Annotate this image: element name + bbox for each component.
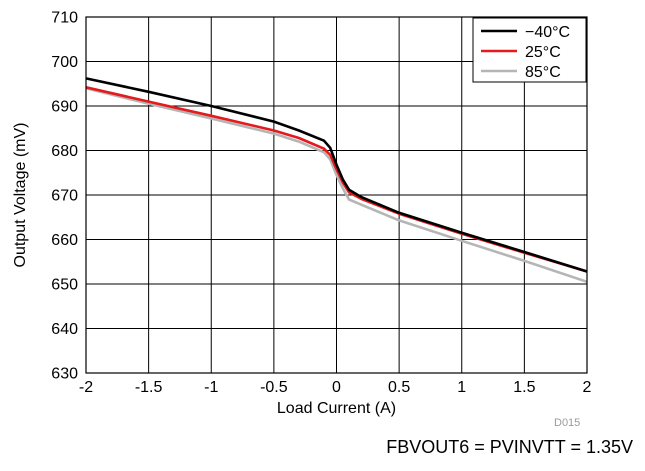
y-tick-label: 660 bbox=[51, 232, 78, 249]
legend-label: 25°C bbox=[525, 44, 561, 61]
legend-label: −40°C bbox=[525, 24, 570, 41]
x-tick-label: -2 bbox=[79, 379, 93, 396]
y-tick-label: 640 bbox=[51, 321, 78, 338]
x-axis-label: Load Current (A) bbox=[277, 400, 396, 417]
x-tick-label: 1 bbox=[457, 379, 466, 396]
plot-frame bbox=[85, 16, 588, 374]
x-tick-label: 0 bbox=[332, 379, 341, 396]
x-tick-labels: -2 -1.5 -1 -0.5 0 0.5 1 1.5 2 bbox=[79, 379, 592, 396]
x-tick-label: -0.5 bbox=[260, 379, 288, 396]
x-tick-label: 0.5 bbox=[388, 379, 410, 396]
y-tick-label: 680 bbox=[51, 143, 78, 160]
y-tick-label: 650 bbox=[51, 277, 78, 294]
series-line bbox=[85, 77, 588, 273]
y-tick-label: 700 bbox=[51, 54, 78, 71]
legend: −40°C 25°C 85°C bbox=[472, 17, 587, 83]
chart-caption: FBVOUT6 = PVINVTT = 1.35V bbox=[386, 437, 633, 457]
series-lines bbox=[85, 77, 588, 284]
y-tick-label: 710 bbox=[51, 10, 78, 27]
figure-id: D015 bbox=[554, 417, 581, 429]
y-tick-label: 670 bbox=[51, 188, 78, 205]
x-tick-label: -1 bbox=[204, 379, 218, 396]
legend-label: 85°C bbox=[525, 64, 561, 81]
series-line bbox=[85, 86, 588, 284]
y-tick-labels: 630 640 650 660 670 680 690 700 710 bbox=[51, 10, 78, 383]
y-tick-label: 690 bbox=[51, 99, 78, 116]
y-tick-label: 630 bbox=[51, 366, 78, 383]
x-tick-label: -1.5 bbox=[135, 379, 163, 396]
x-tick-label: 2 bbox=[583, 379, 592, 396]
x-tick-label: 1.5 bbox=[513, 379, 535, 396]
y-axis-label: Output Voltage (mV) bbox=[12, 123, 29, 268]
